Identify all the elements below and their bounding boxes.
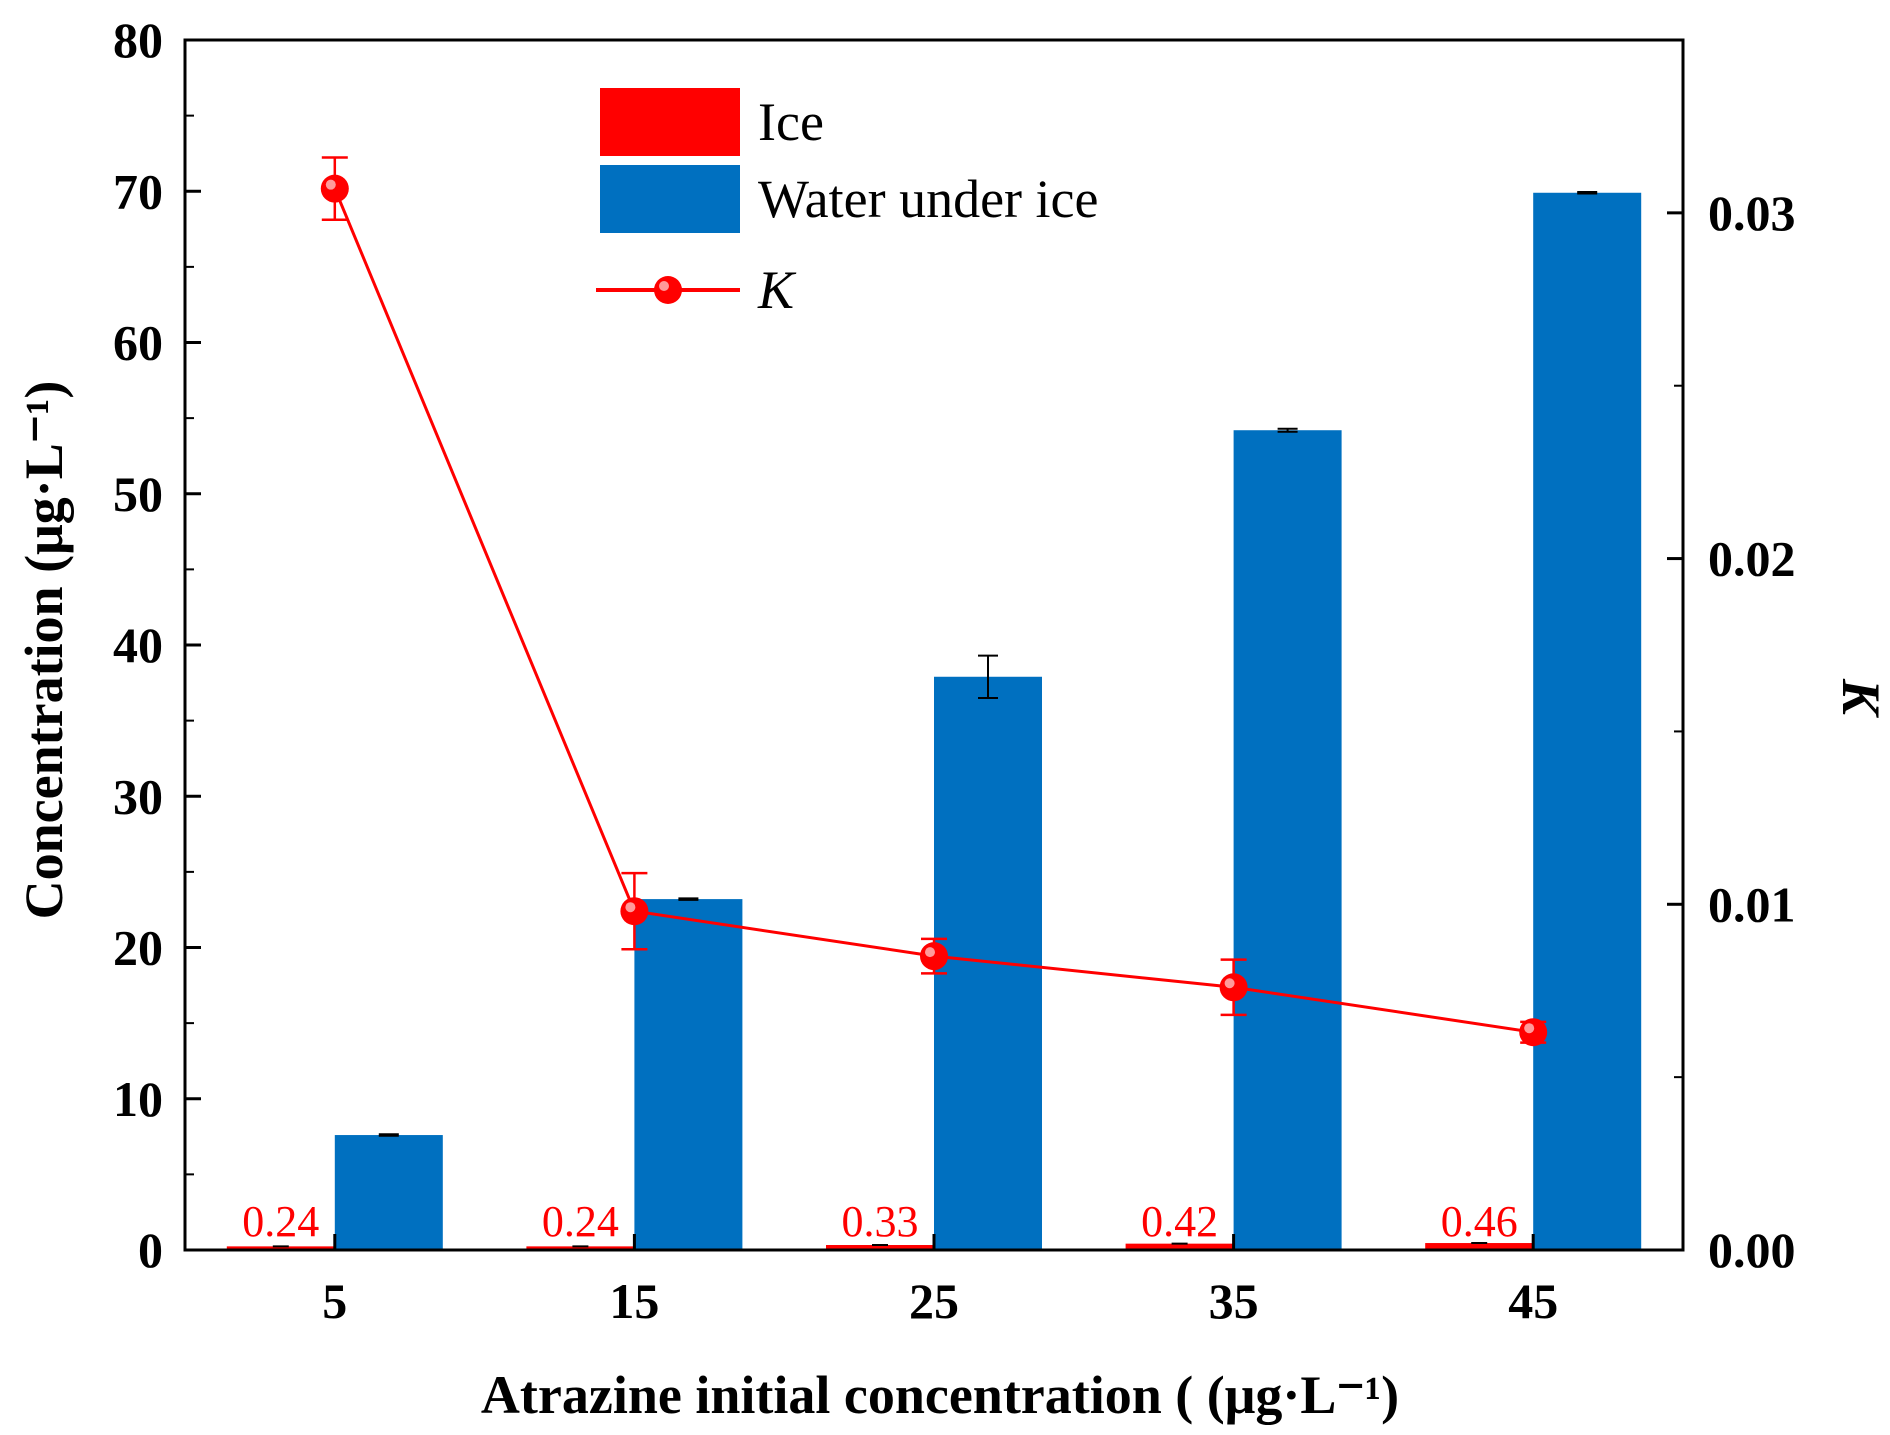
data-label-ice-35: 0.42 (1141, 1197, 1218, 1246)
line-layer (320, 156, 1548, 1047)
bar-ice-15 (526, 1246, 635, 1250)
k-point-highlight-15 (625, 902, 636, 913)
data-label-ice-5: 0.24 (242, 1197, 319, 1246)
k-point-highlight-35 (1224, 978, 1235, 989)
x-tick-label-25: 25 (909, 1273, 959, 1329)
x-tick-label-35: 35 (1209, 1273, 1259, 1329)
legend-swatch-water (600, 165, 740, 233)
y-tick-label-30: 30 (113, 768, 163, 824)
bar-ice-35 (1125, 1243, 1234, 1250)
y-tick-label-60: 60 (113, 315, 163, 371)
data-label-ice-45: 0.46 (1441, 1197, 1518, 1246)
k-point-highlight-5 (325, 179, 336, 190)
k-point-highlight-25 (925, 947, 935, 958)
bar-water-45 (1533, 192, 1642, 1251)
yr-tick-label-0.00: 0.00 (1708, 1222, 1796, 1278)
y-tick-label-70: 70 (113, 163, 163, 219)
y-tick-label-0: 0 (138, 1222, 163, 1278)
bars-layer: 0.24 0.24 0.33 0.42 0.46 (226, 191, 1642, 1251)
k-point-25 (920, 942, 948, 971)
legend-label-water: Water under ice (758, 169, 1098, 229)
data-label-ice-15: 0.24 (542, 1197, 619, 1246)
bar-water-35 (1233, 430, 1342, 1251)
legend-label-ice: Ice (758, 92, 824, 152)
k-point-15 (620, 897, 649, 926)
legend: Ice Water under ice K (596, 88, 1098, 320)
y-tick-label-40: 40 (113, 617, 163, 673)
y-tick-label-50: 50 (113, 466, 163, 522)
y-tick-label-20: 20 (113, 920, 163, 976)
yr-tick-label-0.02: 0.02 (1708, 531, 1796, 587)
x-tick-label-15: 15 (609, 1273, 659, 1329)
y-axis-title: Concentration (μg·L⁻¹) (14, 381, 74, 920)
legend-marker-k (654, 276, 682, 304)
bar-ice-45 (1425, 1243, 1534, 1250)
k-point-highlight-45 (1524, 1023, 1535, 1034)
bar-water-25 (934, 676, 1042, 1250)
y-tick-label-10: 10 (113, 1071, 163, 1127)
bar-water-5 (334, 1135, 443, 1250)
k-point-5 (320, 174, 349, 203)
bar-ice-5 (226, 1246, 335, 1250)
data-label-ice-25: 0.33 (842, 1197, 919, 1246)
y-tick-label-80: 80 (113, 12, 163, 68)
bar-water-15 (634, 899, 743, 1250)
axes-layer: 0 10 20 30 40 50 60 70 80 0.00 0.01 0.02 0.03 5 15 25 35… (113, 12, 1796, 1329)
legend-label-k: K (757, 260, 797, 320)
bar-ice-25 (826, 1245, 934, 1250)
yr-tick-label-0.01: 0.01 (1708, 876, 1796, 932)
yr-tick-label-0.03: 0.03 (1708, 185, 1796, 241)
legend-swatch-ice (600, 88, 740, 156)
k-series-line (333, 188, 1534, 1034)
x-tick-label-45: 45 (1508, 1273, 1558, 1329)
k-point-35 (1219, 973, 1248, 1002)
y-right-axis-title: K (1831, 678, 1890, 719)
x-tick-label-5: 5 (322, 1273, 347, 1329)
x-axis-title: Atrazine initial concentration ( (μg·L⁻¹… (481, 1365, 1399, 1425)
legend-marker-k-highlight (659, 281, 669, 291)
k-point-45 (1519, 1018, 1548, 1047)
